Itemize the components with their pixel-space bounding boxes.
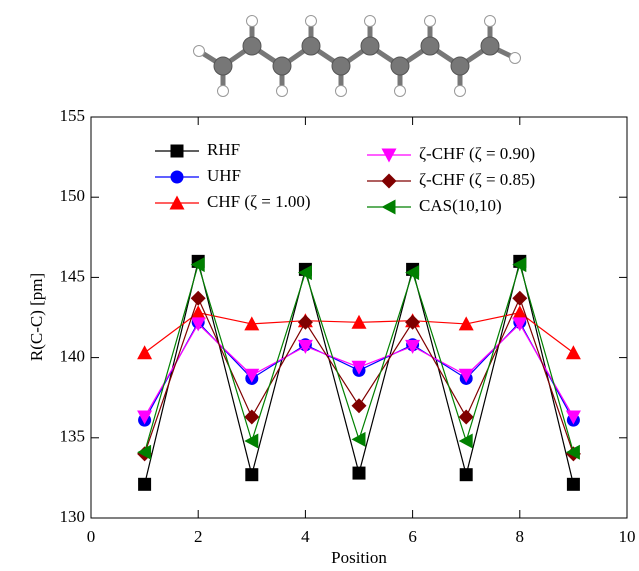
marker	[137, 410, 153, 425]
y-tick-label: 130	[60, 507, 86, 526]
marker	[459, 468, 473, 482]
marker	[405, 265, 420, 281]
marker	[297, 265, 312, 281]
marker	[351, 398, 367, 414]
marker	[458, 368, 474, 383]
marker	[137, 444, 152, 460]
marker	[351, 314, 367, 329]
marker	[138, 477, 152, 491]
marker	[458, 409, 474, 425]
legend-label: UHF	[207, 166, 241, 185]
marker	[351, 431, 366, 447]
legend-marker	[169, 195, 185, 210]
marker	[137, 345, 153, 360]
marker	[565, 410, 581, 425]
x-tick-label: 2	[194, 527, 203, 546]
legend-marker	[381, 148, 397, 163]
marker	[351, 360, 367, 375]
marker	[566, 477, 580, 491]
legend-label: ζ-CHF (ζ = 0.85)	[419, 170, 535, 189]
marker	[512, 317, 528, 332]
legend-label: RHF	[207, 140, 240, 159]
x-axis-label: Position	[331, 548, 387, 567]
y-tick-label: 155	[60, 106, 86, 125]
legend-marker	[381, 173, 397, 189]
marker	[405, 339, 421, 354]
molecule	[193, 15, 521, 97]
marker	[245, 468, 259, 482]
marker	[190, 317, 206, 332]
marker	[244, 409, 260, 425]
marker	[458, 316, 474, 331]
marker	[405, 314, 421, 330]
marker	[190, 257, 205, 273]
marker	[512, 305, 528, 320]
legend-marker	[170, 144, 184, 158]
y-tick-label: 145	[60, 266, 86, 285]
y-axis-label: R(C-C) [pm]	[27, 273, 46, 361]
marker	[458, 433, 473, 449]
marker	[244, 316, 260, 331]
marker	[190, 305, 206, 320]
marker	[190, 290, 206, 306]
legend-marker	[170, 170, 184, 184]
marker	[244, 368, 260, 383]
x-tick-label: 6	[408, 527, 417, 546]
marker	[352, 466, 366, 480]
series-line	[144, 262, 574, 453]
y-tick-label: 135	[60, 427, 86, 446]
x-tick-label: 8	[516, 527, 525, 546]
marker	[565, 345, 581, 360]
y-tick-label: 140	[60, 347, 86, 366]
legend-marker	[381, 199, 396, 215]
legend-label: CHF (ζ = 1.00)	[207, 192, 311, 211]
marker	[297, 339, 313, 354]
legend-label: ζ-CHF (ζ = 0.90)	[419, 144, 535, 163]
y-tick-label: 150	[60, 186, 86, 205]
legend-label: CAS(10,10)	[419, 196, 502, 215]
x-tick-label: 0	[87, 527, 96, 546]
marker	[512, 290, 528, 306]
x-tick-label: 4	[301, 527, 310, 546]
marker	[244, 433, 259, 449]
marker	[512, 257, 527, 273]
plot-frame	[90, 116, 628, 519]
x-tick-label: 10	[619, 527, 636, 546]
marker	[565, 444, 580, 460]
marker	[297, 314, 313, 330]
